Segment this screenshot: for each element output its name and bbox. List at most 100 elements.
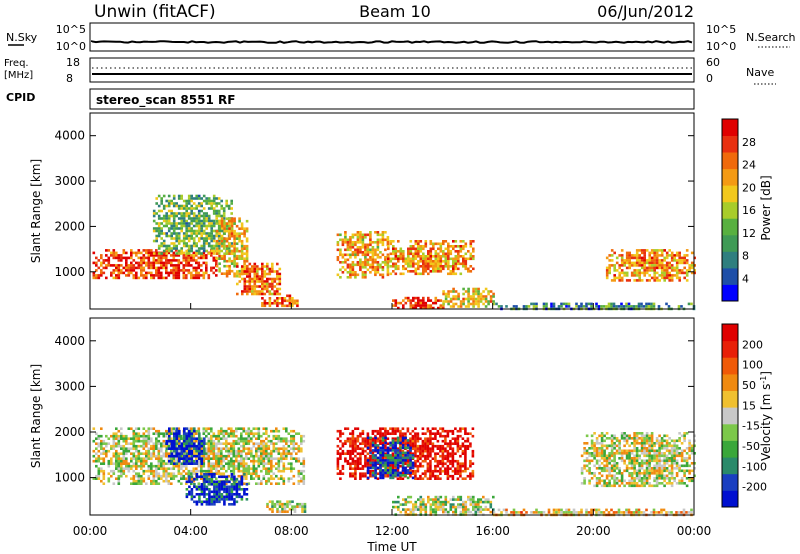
velocity-cell: [142, 477, 146, 480]
velocity-cell: [212, 454, 216, 458]
power-cell: [222, 247, 226, 250]
power-cell: [364, 261, 367, 264]
velocity-cell: [237, 464, 241, 468]
power-cell: [127, 266, 131, 270]
power-cell: [210, 219, 213, 223]
power-cell: [135, 266, 138, 270]
power-cell: [690, 271, 694, 275]
power-cell: [397, 250, 400, 253]
velocity-cell: [265, 444, 268, 448]
power-cell: [175, 232, 178, 235]
power-cell: [130, 249, 133, 252]
power-cell: [422, 272, 425, 276]
power-cell: [170, 269, 173, 272]
velocity-cell: [270, 449, 273, 453]
velocity-cell: [192, 439, 196, 443]
velocity-cell: [354, 427, 357, 430]
velocity-cell: [255, 467, 258, 470]
velocity-cell: [399, 439, 402, 443]
power-cell: [484, 295, 488, 298]
velocity-cell: [242, 467, 246, 470]
power-cell: [220, 242, 224, 245]
power-cell: [462, 260, 465, 263]
power-cell: [444, 252, 448, 256]
velocity-cell: [376, 429, 380, 433]
power-cell: [100, 269, 103, 272]
power-cell: [648, 261, 651, 265]
velocity-cell: [247, 464, 251, 468]
velocity-cell: [292, 449, 296, 453]
power-cell: [105, 249, 108, 252]
velocity-cell: [391, 444, 395, 447]
power-cell: [215, 239, 219, 243]
power-cell: [215, 264, 219, 268]
velocity-cell: [270, 454, 273, 458]
velocity-cell: [451, 437, 455, 440]
power-cell: [210, 227, 213, 230]
velocity-cell: [215, 464, 218, 468]
velocity-cell: [177, 442, 181, 445]
velocity-cell: [188, 439, 191, 443]
velocity-cell: [336, 429, 340, 433]
power-cell: [223, 257, 226, 260]
power-cell: [195, 217, 198, 220]
velocity-cell: [245, 464, 248, 468]
velocity-cell: [426, 444, 430, 448]
velocity-cell: [266, 502, 269, 506]
velocity-cell: [198, 485, 201, 489]
power-cell: [653, 274, 656, 277]
velocity-cell: [341, 432, 345, 435]
velocity-cell: [210, 462, 213, 465]
power-cell: [512, 305, 516, 308]
velocity-cell: [262, 427, 266, 430]
velocity-cell: [401, 477, 405, 480]
power-cell: [212, 244, 216, 248]
power-cell: [414, 272, 418, 276]
velocity-cell: [230, 478, 234, 481]
velocity-cell: [147, 454, 151, 458]
velocity-cell: [336, 467, 340, 470]
power-cell: [412, 260, 415, 263]
velocity-cell: [195, 449, 199, 453]
power-cell: [243, 265, 247, 268]
velocity-cell: [431, 437, 435, 440]
velocity-cell: [282, 482, 286, 485]
velocity-cell: [409, 459, 412, 462]
power-cell: [369, 251, 372, 254]
power-cell: [215, 232, 218, 235]
power-cell: [620, 279, 624, 282]
velocity-cell: [202, 427, 206, 430]
power-cell: [278, 272, 282, 276]
power-cell: [165, 217, 168, 220]
velocity-cell: [262, 447, 266, 450]
velocity-cell: [172, 472, 176, 475]
velocity-cell: [242, 447, 246, 450]
power-cell: [222, 219, 226, 223]
velocity-cell: [444, 439, 447, 443]
power-cell: [185, 252, 188, 255]
velocity-cell: [439, 427, 442, 430]
velocity-cell: [100, 447, 103, 450]
power-cell: [452, 302, 455, 306]
velocity-cell: [416, 467, 420, 470]
velocity-cell: [233, 475, 236, 479]
power-cell: [187, 252, 191, 255]
velocity-cell: [237, 442, 241, 445]
velocity-cell: [100, 467, 103, 470]
power-cell: [180, 252, 183, 255]
power-cell: [356, 233, 360, 237]
power-cell: [180, 194, 183, 198]
velocity-cell: [389, 469, 392, 472]
velocity-cell: [297, 459, 301, 463]
power-cell: [195, 207, 198, 210]
power-cell: [187, 254, 191, 257]
velocity-cell: [267, 459, 271, 463]
power-cell: [125, 259, 128, 262]
power-cell: [376, 248, 380, 252]
power-cell: [137, 249, 141, 252]
power-cell: [248, 272, 252, 276]
power-colorbar-tick: 28: [742, 136, 756, 149]
velocity-cell: [286, 505, 289, 508]
velocity-cell: [290, 464, 293, 468]
power-cell: [251, 285, 254, 288]
